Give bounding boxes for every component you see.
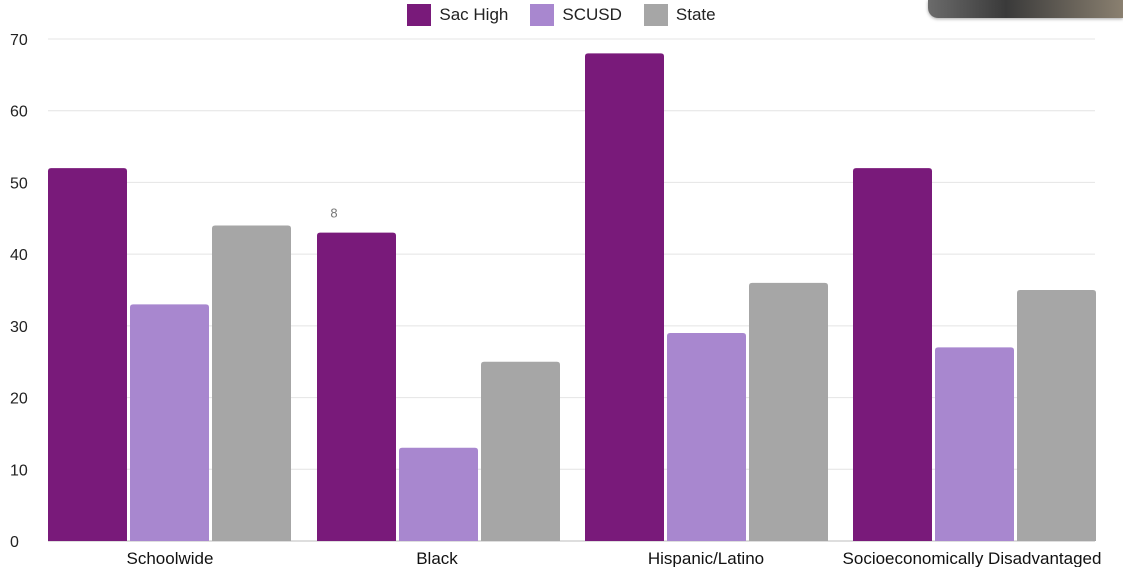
bar-socioeconomically-disadvantaged-sac-high (853, 168, 932, 542)
y-tick-label-30: 30 (10, 319, 28, 336)
y-tick-label-40: 40 (10, 247, 28, 264)
annotation-label-0: 8 (330, 206, 337, 221)
legend-item-sac-high: Sac High (407, 4, 508, 26)
bar-socioeconomically-disadvantaged-state (1017, 290, 1096, 541)
y-tick-label-0: 0 (10, 534, 19, 551)
y-tick-label-50: 50 (10, 175, 28, 192)
y-tick-label-60: 60 (10, 104, 28, 121)
bar-hispanic-latino-sac-high (585, 53, 664, 541)
legend-label-sac-high: Sac High (439, 5, 509, 24)
legend-label-state: State (675, 5, 716, 24)
photo-thumbnail-corner (928, 0, 1123, 18)
bar-black-scusd (399, 447, 478, 541)
bar-black-state (481, 361, 560, 541)
legend-swatch-scusd (530, 4, 555, 26)
bar-black-sac-high (317, 232, 396, 541)
y-tick-label-10: 10 (10, 462, 28, 479)
bar-schoolwide-state (212, 225, 291, 541)
x-category-label-black: Black (416, 549, 458, 567)
y-tick-label-70: 70 (10, 32, 28, 49)
x-category-label-hispanic-latino: Hispanic/Latino (648, 549, 764, 567)
legend-swatch-sac-high (407, 4, 432, 26)
legend-item-state: State (643, 4, 716, 26)
chart-legend: Sac High SCUSD State (0, 4, 1123, 26)
y-tick-label-20: 20 (10, 391, 28, 408)
legend-item-scusd: SCUSD (530, 4, 622, 26)
bar-schoolwide-scusd (130, 304, 209, 541)
legend-swatch-state (643, 4, 668, 26)
bar-hispanic-latino-state (749, 282, 828, 541)
bar-schoolwide-sac-high (48, 168, 127, 542)
bar-hispanic-latino-scusd (667, 333, 746, 541)
x-category-label-socioeconomically-disadvantaged: Socioeconomically Disadvantaged (843, 549, 1102, 567)
bar-socioeconomically-disadvantaged-scusd (935, 347, 1014, 541)
x-category-label-schoolwide: Schoolwide (127, 549, 214, 567)
legend-label-scusd: SCUSD (562, 5, 622, 24)
